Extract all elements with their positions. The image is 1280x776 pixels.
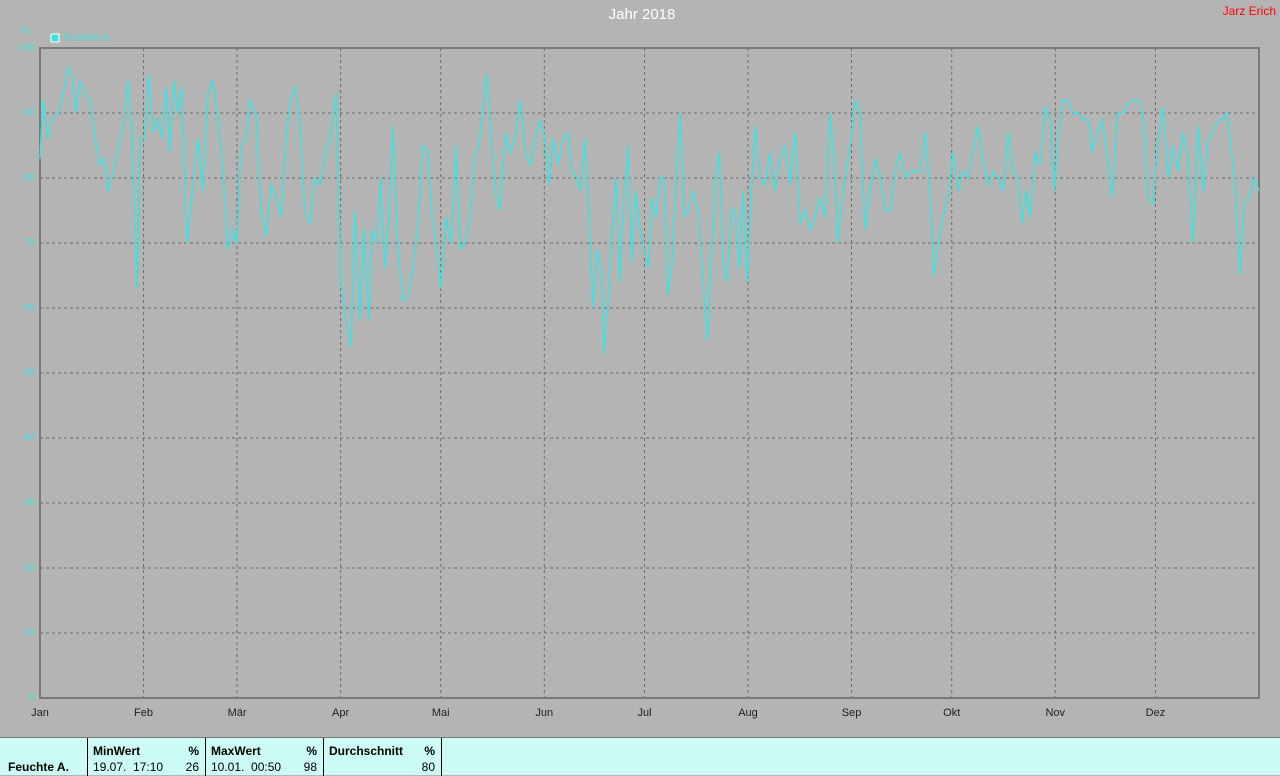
y-tick-label: 90 xyxy=(24,108,36,119)
y-axis-label: % xyxy=(22,27,31,38)
row-cell: Feuchte A. xyxy=(0,738,88,776)
x-tick-label: Feb xyxy=(134,707,153,719)
date: 10.01. 00:50 xyxy=(211,760,282,774)
legend-swatch xyxy=(50,33,60,43)
y-tick-label: 80 xyxy=(24,173,36,184)
x-tick-label: Jul xyxy=(637,707,651,719)
max-cell: MaxWert % 10.01. 00:50 98 xyxy=(206,738,324,776)
header: MaxWert xyxy=(211,744,261,758)
x-tick-label: Nov xyxy=(1045,707,1065,719)
chart-title: Jahr 2018 xyxy=(609,6,676,23)
y-tick-label: 30 xyxy=(24,498,36,509)
row-label: Feuchte A. xyxy=(8,760,69,774)
x-tick-label: Apr xyxy=(332,707,349,719)
min-cell: MinWert % 19.07. 17:10 26 xyxy=(88,738,206,776)
value: 80 xyxy=(421,760,435,774)
x-tick-label: Mär xyxy=(228,707,247,719)
x-tick-label: Dez xyxy=(1146,707,1166,719)
y-tick-label: 100 xyxy=(18,43,35,54)
y-tick-label: 20 xyxy=(24,563,36,574)
x-tick-label: Okt xyxy=(943,707,960,719)
y-tick-label: 0 xyxy=(29,693,35,704)
value: 26 xyxy=(185,760,199,774)
y-tick-label: 40 xyxy=(24,433,36,444)
plot-border xyxy=(39,47,1260,699)
header: MinWert xyxy=(93,744,141,758)
unit: % xyxy=(306,744,317,758)
date: 19.07. 17:10 xyxy=(93,760,164,774)
header: Durchschnitt xyxy=(329,744,404,758)
y-tick-label: 10 xyxy=(24,628,36,639)
y-tick-label: 50 xyxy=(24,368,36,379)
stats-panel: Feuchte A. MinWert % 19.07. 17:10 26 Max… xyxy=(0,737,1280,776)
chart: Jahr 2018 Jarz Erich % 0 10 20 30 40 50 60 70 80… xyxy=(18,4,1276,719)
unit: % xyxy=(424,744,435,758)
y-tick-label: 60 xyxy=(24,303,36,314)
x-tick-label: Jan xyxy=(31,707,49,719)
x-tick-label: Jun xyxy=(535,707,553,719)
author: Jarz Erich xyxy=(1223,4,1276,18)
x-tick-label: Mai xyxy=(432,707,450,719)
avg-cell: Durchschnitt % 80 xyxy=(324,738,442,776)
legend-label: Feuchte A. xyxy=(64,33,112,44)
x-tick-label: Aug xyxy=(738,707,758,719)
line xyxy=(39,65,1260,354)
value: 98 xyxy=(303,760,317,774)
unit: % xyxy=(188,744,199,758)
x-tick-label: Sep xyxy=(842,707,862,719)
y-tick-label: 70 xyxy=(24,238,36,249)
